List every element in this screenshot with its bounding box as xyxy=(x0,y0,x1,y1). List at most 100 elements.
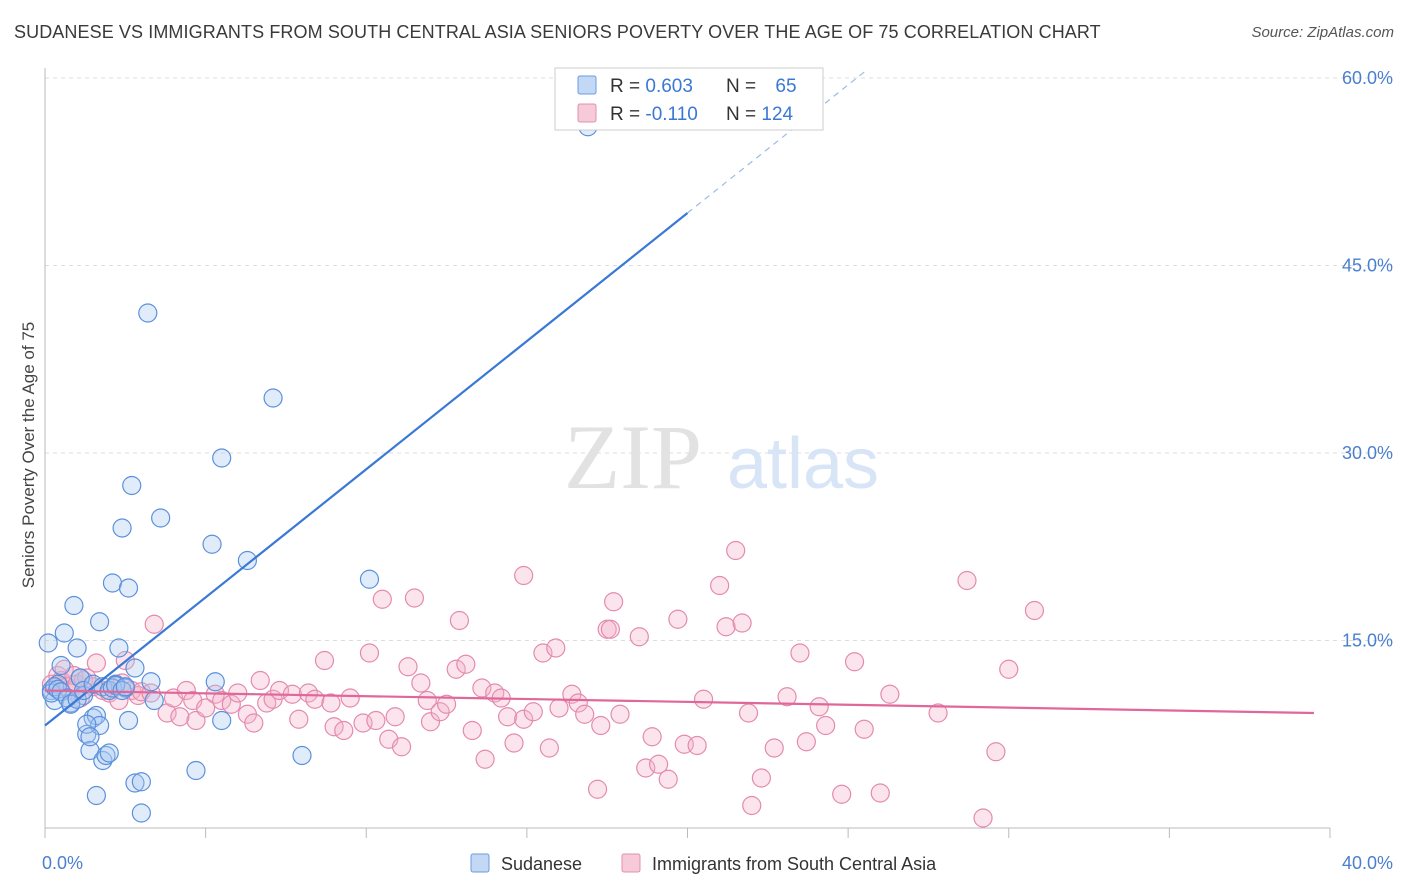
data-point-sudanese xyxy=(292,745,312,766)
data-point-sudanese xyxy=(99,743,119,763)
data-point-immigrants xyxy=(176,680,196,701)
data-point-immigrants xyxy=(687,735,707,756)
data-point-immigrants xyxy=(340,688,360,708)
axes xyxy=(44,68,1331,838)
data-point-sudanese xyxy=(54,623,74,643)
data-point-immigrants xyxy=(449,610,470,631)
data-point-immigrants xyxy=(456,654,476,674)
data-point-immigrants xyxy=(844,652,865,672)
svg-text:R = 0.603: R = 0.603 xyxy=(610,76,693,97)
data-point-immigrants xyxy=(732,613,752,633)
x-tick-label: 0.0% xyxy=(42,853,83,873)
data-point-immigrants xyxy=(658,769,678,789)
watermark-zip: ZIP xyxy=(564,406,702,508)
data-point-immigrants xyxy=(575,704,595,724)
data-point-immigrants xyxy=(334,720,354,741)
data-point-sudanese xyxy=(118,578,139,598)
legend-n-value-pink: 124 xyxy=(761,104,793,125)
data-point-immigrants xyxy=(854,719,874,739)
data-point-immigrants xyxy=(610,704,630,724)
data-point-sudanese xyxy=(109,638,129,658)
x-tick-label: 40.0% xyxy=(1342,853,1393,873)
data-point-immigrants xyxy=(533,643,553,663)
legend-swatch-sudanese xyxy=(470,853,490,873)
data-point-sudanese xyxy=(125,658,145,678)
data-point-immigrants xyxy=(385,707,405,727)
data-point-immigrants xyxy=(244,713,264,733)
data-point-immigrants xyxy=(742,795,762,816)
data-point-immigrants xyxy=(305,689,325,709)
svg-text:N = 65: N = 65 xyxy=(726,76,797,97)
legend-box xyxy=(554,67,824,131)
data-point-immigrants xyxy=(430,702,450,722)
trend-lines xyxy=(44,71,1314,727)
data-point-immigrants xyxy=(928,703,948,723)
data-point-immigrants xyxy=(475,749,495,769)
data-point-immigrants xyxy=(986,742,1006,762)
data-point-immigrants xyxy=(446,659,466,679)
legend-n-label: N = xyxy=(726,104,761,125)
data-point-sudanese xyxy=(131,803,151,823)
data-point-immigrants xyxy=(870,783,890,803)
data-point-sudanese xyxy=(205,672,225,692)
data-point-immigrants xyxy=(411,673,431,693)
data-point-immigrants xyxy=(366,710,386,731)
source-credit: Source: ZipAtlas.com xyxy=(1251,24,1394,41)
legend-n-label: N = xyxy=(726,76,761,97)
data-point-immigrants xyxy=(777,687,797,707)
data-point-sudanese xyxy=(86,785,107,806)
data-point-sudanese xyxy=(131,772,151,792)
data-point-immigrants xyxy=(668,609,688,629)
data-point-immigrants xyxy=(504,733,524,753)
data-point-immigrants xyxy=(398,657,418,677)
legend-r-label: R = xyxy=(610,104,645,125)
y-tick-label: 15.0% xyxy=(1342,631,1393,651)
data-point-immigrants xyxy=(359,643,380,663)
data-point-immigrants xyxy=(372,589,392,609)
legend-label-immigrants: Immigrants from South Central Asia xyxy=(652,854,937,874)
data-point-immigrants xyxy=(472,678,492,698)
data-point-immigrants xyxy=(738,703,759,723)
y-tick-label: 30.0% xyxy=(1342,443,1393,463)
y-tick-label: 45.0% xyxy=(1342,256,1393,276)
data-point-immigrants xyxy=(523,702,543,722)
data-point-immigrants xyxy=(726,540,746,561)
data-point-immigrants xyxy=(221,694,241,714)
legend-swatch-blue xyxy=(577,75,597,95)
legend-label-sudanese: Sudanese xyxy=(501,854,582,874)
data-point-immigrants xyxy=(568,693,588,713)
data-point-sudanese xyxy=(106,675,126,696)
data-point-immigrants xyxy=(832,784,852,804)
data-point-immigrants xyxy=(642,727,662,747)
data-point-immigrants xyxy=(600,619,621,639)
data-point-sudanese xyxy=(212,448,232,468)
data-point-sudanese xyxy=(141,672,161,692)
data-point-immigrants xyxy=(764,738,784,758)
legend-top: R = 0.603 N = 65 R = -0.110 N = 124 xyxy=(554,67,824,131)
data-point-immigrants xyxy=(391,737,412,757)
data-point-immigrants xyxy=(86,653,107,673)
data-point-immigrants xyxy=(212,690,232,711)
data-point-immigrants xyxy=(170,707,190,727)
legend-r-label: R = xyxy=(610,76,645,97)
trend-line-immigrants xyxy=(44,689,1314,715)
data-point-immigrants xyxy=(693,689,714,709)
data-point-sudanese xyxy=(151,508,171,528)
data-point-immigrants xyxy=(629,627,649,647)
data-point-sudanese xyxy=(138,303,158,323)
data-point-immigrants xyxy=(144,614,164,634)
grid-lines xyxy=(45,77,1392,641)
watermark-atlas: atlas xyxy=(727,424,879,504)
svg-text:N = 124: N = 124 xyxy=(726,104,794,125)
data-point-sudanese xyxy=(122,475,142,496)
data-point-immigrants xyxy=(816,715,836,736)
data-point-immigrants xyxy=(591,715,611,736)
data-point-immigrants xyxy=(880,684,900,704)
y-tick-label: 60.0% xyxy=(1342,68,1393,88)
trend-line-sudanese xyxy=(44,212,689,727)
data-point-sudanese xyxy=(67,638,87,658)
data-point-sudanese xyxy=(359,569,380,589)
data-point-immigrants xyxy=(436,694,457,714)
data-point-sudanese xyxy=(51,655,71,676)
